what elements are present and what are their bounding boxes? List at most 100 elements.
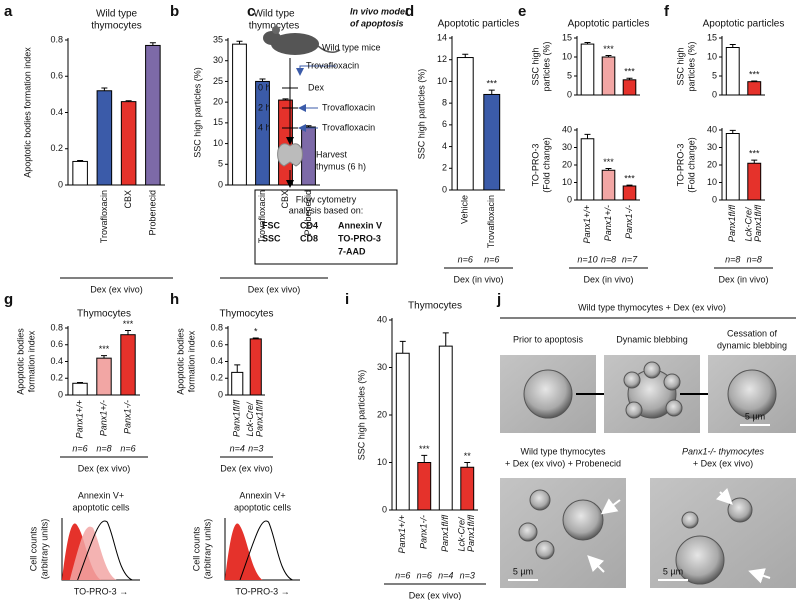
x-axis-label: Dex (ex vivo) xyxy=(409,590,462,600)
box-title: analysis based on: xyxy=(289,205,364,215)
scale-bar-label: 5 µm xyxy=(513,566,533,576)
category-label: Panx1fl/fl xyxy=(440,514,450,552)
bar xyxy=(96,357,112,396)
significance: *** xyxy=(624,174,635,184)
y-axis-label: formation index xyxy=(186,330,196,392)
n-label: n=4 xyxy=(438,570,453,580)
category-label: Panx1+/+ xyxy=(397,515,407,554)
y-tick-label: 0 xyxy=(58,179,63,189)
marker-label: Annexin V xyxy=(338,220,382,230)
x-axis-label: Dex (ex vivo) xyxy=(248,284,301,294)
error-bar xyxy=(626,184,633,186)
category-line: Lck-Cre/ xyxy=(457,515,467,552)
bar xyxy=(232,43,247,186)
bleb xyxy=(643,361,661,379)
y-axis-label: Apoptotic bodies formation index xyxy=(22,47,32,178)
y-axis-label: particles (%) xyxy=(541,41,551,91)
marker-label: CD8 xyxy=(300,233,318,243)
significance: *** xyxy=(123,319,134,329)
chart-title: Thymocytes xyxy=(77,309,131,320)
error-bar xyxy=(101,87,108,91)
x-axis-label: Dex (ex vivo) xyxy=(90,284,143,294)
bleb xyxy=(663,373,681,391)
chart-title: thymocytes xyxy=(249,21,300,32)
y-tick-label: 10 xyxy=(377,457,387,467)
n-label: n=6 xyxy=(120,443,135,453)
histogram-title: apoptotic cells xyxy=(234,502,292,512)
y-tick-label: 20 xyxy=(213,97,223,107)
y-tick-label: 5 xyxy=(712,70,717,80)
category-label: CBX xyxy=(123,190,133,209)
error-bar xyxy=(421,454,428,463)
bar xyxy=(255,80,270,186)
panel-letter: a xyxy=(4,3,13,20)
marker-label: FSC xyxy=(262,220,281,230)
error-bar xyxy=(626,77,633,80)
bar xyxy=(601,169,616,201)
bar xyxy=(72,160,88,186)
y-tick-label: 0 xyxy=(712,194,717,204)
marker-label: TO-PRO-3 xyxy=(338,233,381,243)
diagram-title: of apoptosis xyxy=(350,18,404,28)
chart-title: Apoptotic particles xyxy=(568,19,650,30)
stage-label: dynamic blebbing xyxy=(717,340,787,350)
marker-label: 7-AAD xyxy=(338,246,366,256)
cell xyxy=(681,511,699,529)
n-label: n=6 xyxy=(458,254,473,264)
error-bar xyxy=(101,355,107,359)
y-tick-label: 12 xyxy=(437,54,447,64)
cell xyxy=(535,540,555,560)
y-tick-label: 2 xyxy=(442,163,447,173)
stage-label: Cessation of xyxy=(727,328,778,338)
error-bar xyxy=(442,332,449,347)
y-tick-label: 10 xyxy=(707,177,717,187)
category-label: Probenecid xyxy=(303,190,313,236)
category-label: Lck-Cre/ Panx1fl/fl xyxy=(245,399,265,437)
bleb xyxy=(625,401,643,419)
scale-bar-label: 5 µm xyxy=(745,411,765,421)
caption: + Dex (ex vivo) xyxy=(693,458,753,468)
bar xyxy=(395,352,410,511)
x-axis-label: Dex (in vivo) xyxy=(453,274,503,284)
error-bar xyxy=(729,129,736,134)
stage-label: Prior to apoptosis xyxy=(513,334,584,344)
category-label: Trovafloxacin xyxy=(257,190,267,243)
chart-title: Apoptotic particles xyxy=(438,19,520,30)
y-axis-label: (Fold change) xyxy=(686,137,696,193)
panel-letter: j xyxy=(496,291,501,308)
bar xyxy=(460,466,475,511)
y-tick-label: 10 xyxy=(562,177,572,187)
n-label: n=6 xyxy=(484,254,499,264)
n-label: n=10 xyxy=(577,254,597,264)
n-label: n=4 xyxy=(230,443,245,453)
x-axis-label: TO-PRO-3 → xyxy=(74,586,128,596)
caption: + Dex (ex vivo) + Probenecid xyxy=(505,458,621,468)
y-tick-label: 30 xyxy=(707,142,717,152)
treatment-label: Dex xyxy=(308,82,325,92)
chart-title: Thymocytes xyxy=(220,309,274,320)
time-label: 4 h xyxy=(258,122,271,132)
mouse-body xyxy=(271,33,319,55)
category-label: Panx1+/+ xyxy=(74,400,84,439)
significance: *** xyxy=(99,344,110,354)
time-label: 2 h xyxy=(258,102,271,112)
mouse-ear xyxy=(272,26,280,34)
y-axis-label: TO-PRO-3 xyxy=(675,144,685,187)
y-axis-label: SSC high particles (%) xyxy=(416,69,426,160)
cell xyxy=(727,369,777,419)
y-tick-label: 0 xyxy=(218,179,223,189)
y-tick-label: 30 xyxy=(562,142,572,152)
error-bar xyxy=(584,42,591,45)
significance: *** xyxy=(603,44,614,54)
category-line: Panx1fl/fl xyxy=(255,399,265,437)
y-tick-label: 10 xyxy=(213,138,223,148)
category-line: Panx1fl/fl xyxy=(467,514,477,552)
treatment-label: Trovafloxacin xyxy=(322,102,375,112)
y-tick-label: 0.8 xyxy=(50,34,63,44)
marker-label: CD4 xyxy=(300,220,318,230)
error-bar xyxy=(605,54,612,57)
marker-label: SSC xyxy=(262,233,281,243)
bar xyxy=(456,57,474,191)
cell xyxy=(675,535,725,585)
y-tick-label: 0 xyxy=(58,389,63,399)
